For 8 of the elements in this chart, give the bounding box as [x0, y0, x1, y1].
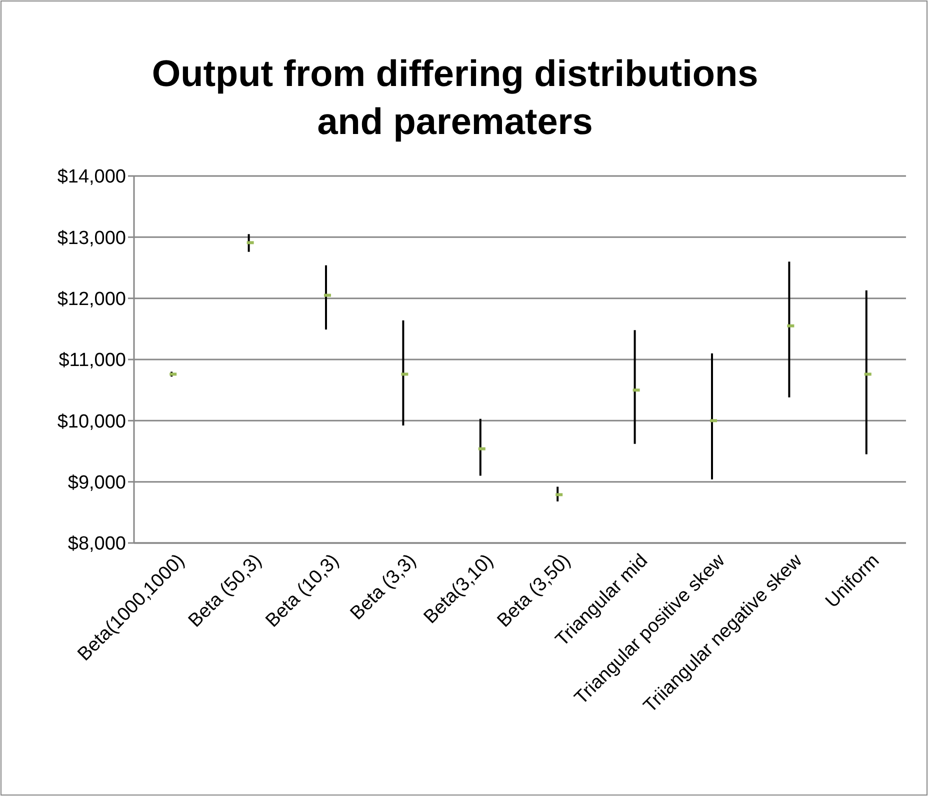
- y-tick-label: $11,000: [58, 350, 126, 372]
- y-tick-label: $12,000: [57, 288, 126, 310]
- y-tick-label: $10,000: [57, 411, 126, 432]
- y-tick-label: $14,000: [57, 166, 126, 188]
- chart-title: Output from differing distributions and parematers: [152, 53, 758, 142]
- y-tick-label: $13,000: [57, 228, 126, 249]
- y-tick-label: $8,000: [68, 534, 126, 555]
- y-tick-label: $9,000: [68, 472, 126, 494]
